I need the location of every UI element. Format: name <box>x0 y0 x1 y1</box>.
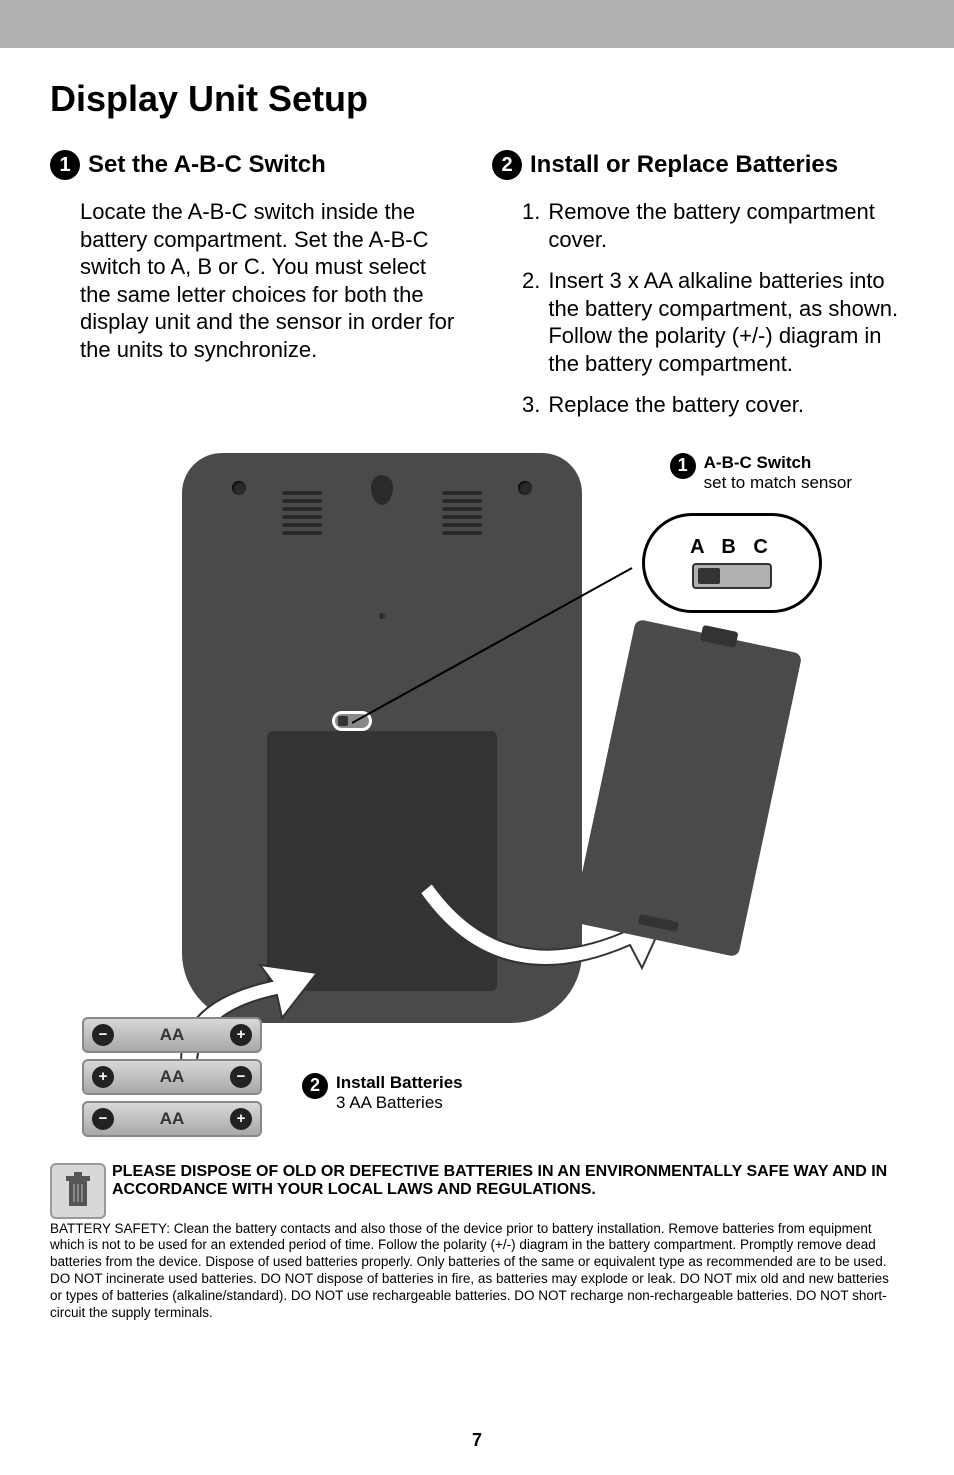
callout-abc: 1 A-B-C Switch set to match sensor <box>670 453 852 493</box>
batteries: − AA + + AA − − AA + <box>82 1017 262 1143</box>
item-text: Replace the battery cover. <box>548 391 804 419</box>
dispose-fine: BATTERY SAFETY: Clean the battery contac… <box>50 1221 904 1322</box>
step1-head: 1 Set the A-B-C Switch <box>50 150 462 180</box>
item-text: Insert 3 x AA alkaline batteries into th… <box>548 267 904 377</box>
callout-batteries: 2 Install Batteries 3 AA Batteries <box>302 1073 463 1113</box>
screw-icon <box>518 481 532 495</box>
dispose-box: PLEASE DISPOSE OF OLD OR DEFECTIVE BATTE… <box>50 1163 904 1219</box>
vent-icon <box>282 491 322 539</box>
list-item: 3. Replace the battery cover. <box>522 391 904 419</box>
callout1-line-icon <box>352 563 662 743</box>
page-content: Display Unit Setup 1 Set the A-B-C Switc… <box>0 48 954 1143</box>
screw-icon <box>232 481 246 495</box>
col-left: 1 Set the A-B-C Switch Locate the A-B-C … <box>50 150 462 433</box>
list-item: 1.Remove the battery compartment cover. <box>522 198 904 253</box>
battery-label: AA <box>160 1067 185 1087</box>
header-bar <box>0 0 954 48</box>
callout2-sub: 3 AA Batteries <box>336 1093 463 1113</box>
battery-neg-icon: − <box>92 1024 114 1046</box>
abc-switch-callout: A B C <box>642 513 822 613</box>
diagram: 1 A-B-C Switch set to match sensor A B C… <box>52 443 902 1143</box>
item-num: 2. <box>522 267 540 377</box>
cover-notch-icon <box>638 913 679 931</box>
dispose-bold: PLEASE DISPOSE OF OLD OR DEFECTIVE BATTE… <box>112 1163 904 1200</box>
abc-label: A B C <box>690 536 774 559</box>
callout1-num-icon: 1 <box>670 453 696 479</box>
step1-body: Locate the A-B-C switch inside the batte… <box>50 198 462 363</box>
dispose-text: PLEASE DISPOSE OF OLD OR DEFECTIVE BATTE… <box>112 1163 904 1219</box>
step1-title: Set the A-B-C Switch <box>88 151 326 179</box>
callout1-title: A-B-C Switch <box>704 453 852 473</box>
vent-icon <box>442 491 482 539</box>
battery-pos-icon: + <box>230 1108 252 1130</box>
callout1-sub: set to match sensor <box>704 473 852 493</box>
battery-pos-icon: + <box>92 1066 114 1088</box>
item-num: 3. <box>522 391 540 419</box>
battery-pos-icon: + <box>230 1024 252 1046</box>
step2-num-icon: 2 <box>492 150 522 180</box>
col-right: 2 Install or Replace Batteries 1.Remove … <box>492 150 904 433</box>
step2-title: Install or Replace Batteries <box>530 151 838 179</box>
page-number: 7 <box>0 1430 954 1451</box>
battery-icon: + AA − <box>82 1059 262 1095</box>
switch-slot-icon <box>692 563 772 589</box>
battery-icon: − AA + <box>82 1101 262 1137</box>
battery-icon: − AA + <box>82 1017 262 1053</box>
callout2-num-icon: 2 <box>302 1073 328 1099</box>
battery-label: AA <box>160 1109 185 1129</box>
item-num: 1. <box>522 198 540 253</box>
cover-clip-icon <box>700 624 739 647</box>
page-title: Display Unit Setup <box>50 78 904 120</box>
step1-num-icon: 1 <box>50 150 80 180</box>
step2-list: 1.Remove the battery compartment cover. … <box>492 198 904 419</box>
battery-neg-icon: − <box>92 1108 114 1130</box>
item-text: Remove the battery compartment cover. <box>548 198 904 253</box>
speaker-icon <box>371 475 393 505</box>
trash-bin-icon <box>50 1163 106 1219</box>
step2-head: 2 Install or Replace Batteries <box>492 150 904 180</box>
battery-label: AA <box>160 1025 185 1045</box>
battery-neg-icon: − <box>230 1066 252 1088</box>
callout2-title: Install Batteries <box>336 1073 463 1093</box>
columns: 1 Set the A-B-C Switch Locate the A-B-C … <box>50 150 904 433</box>
list-item: 2.Insert 3 x AA alkaline batteries into … <box>522 267 904 377</box>
